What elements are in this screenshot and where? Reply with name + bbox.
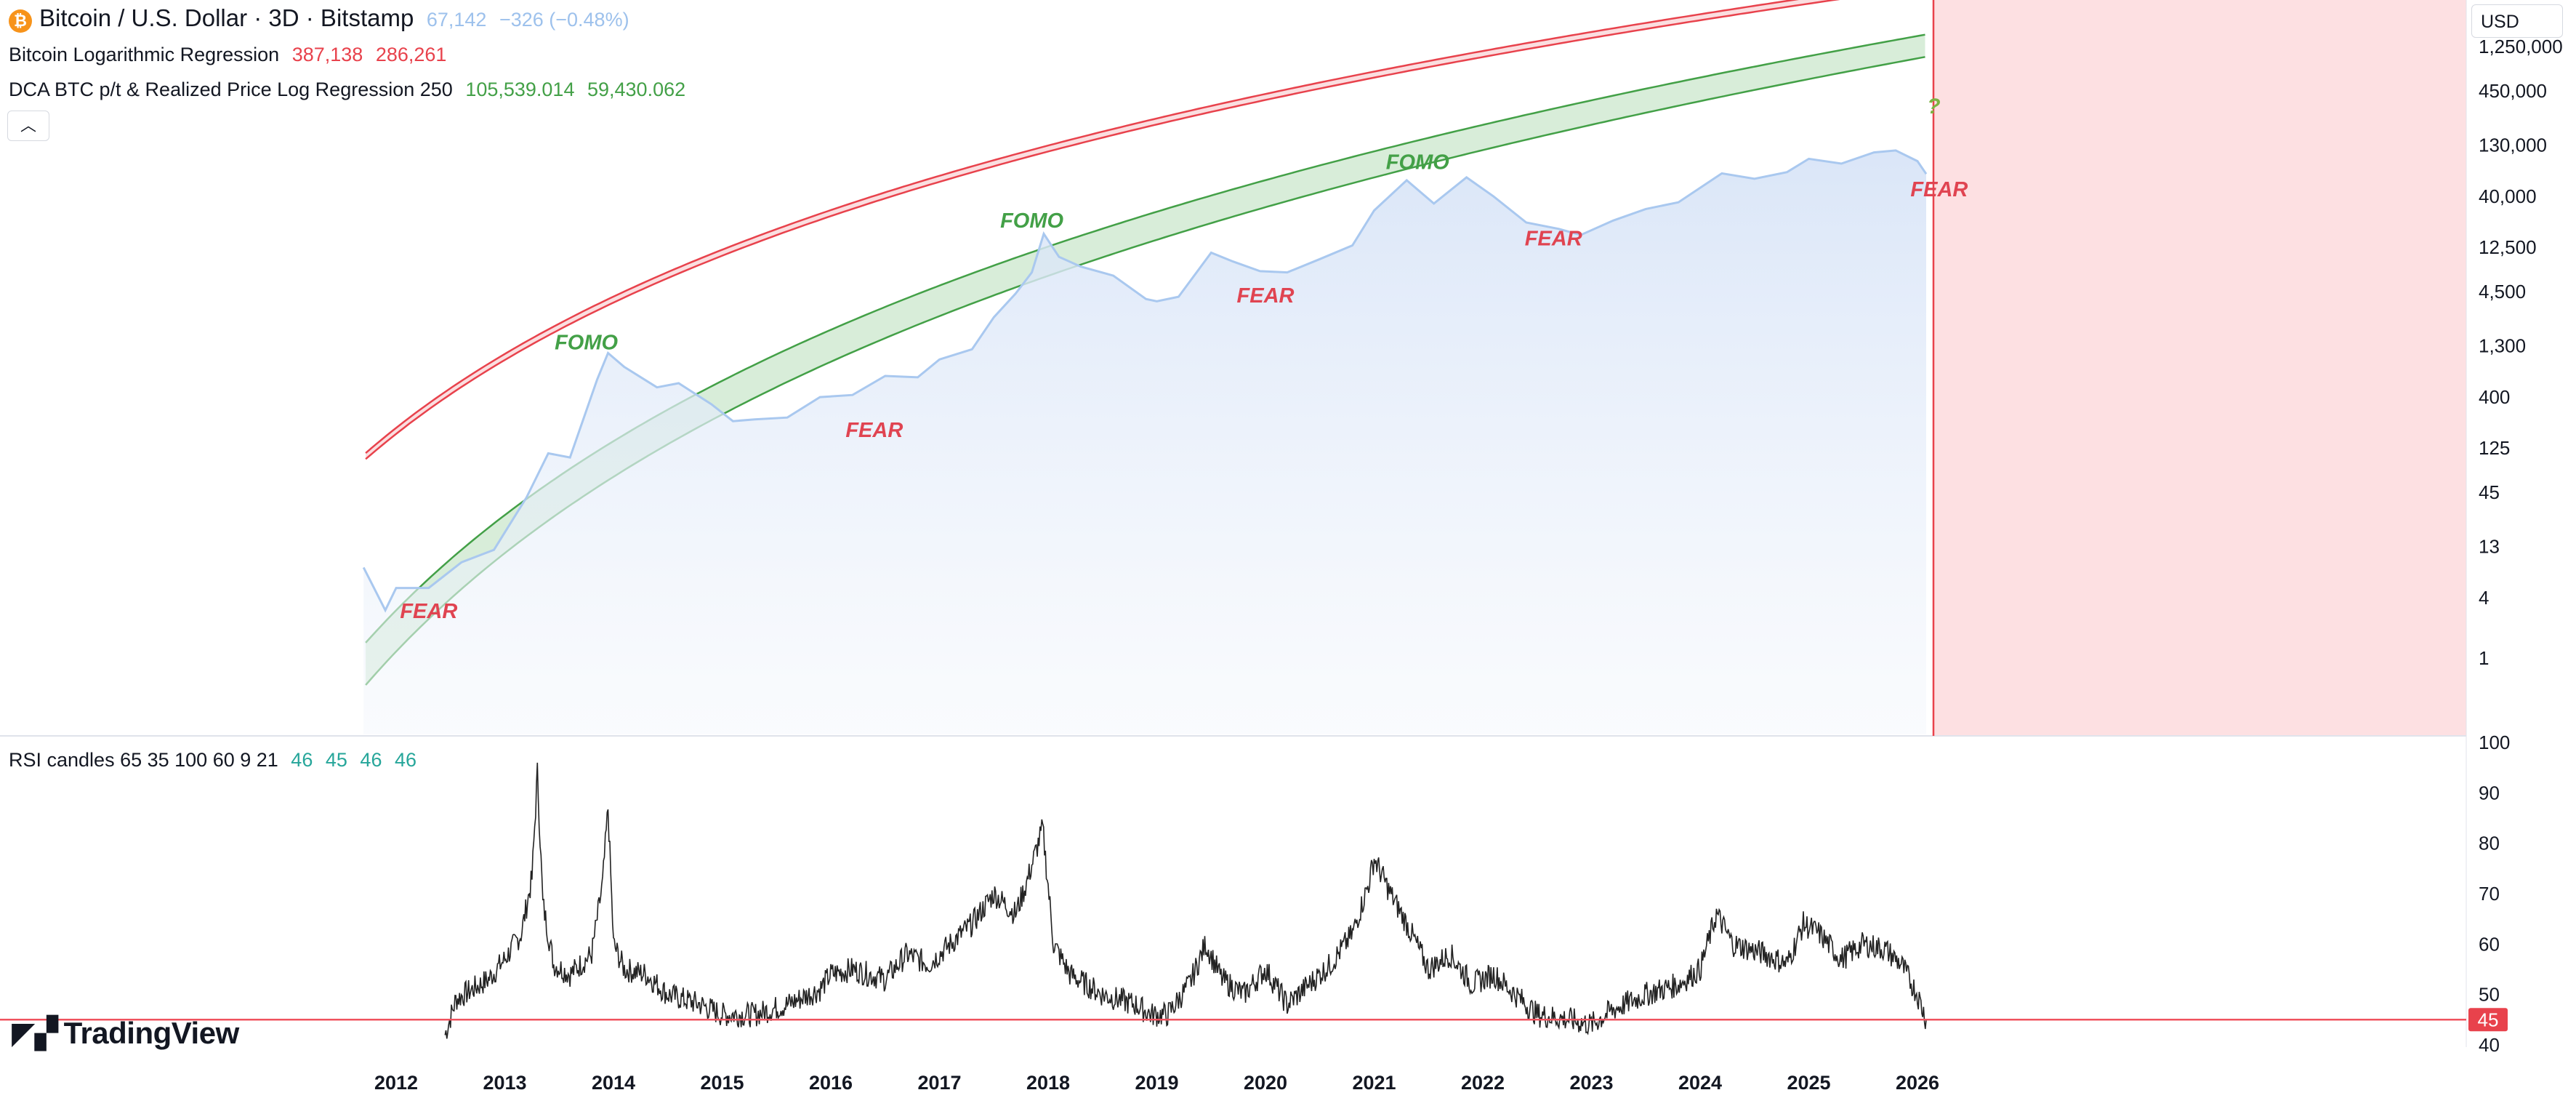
time-axis-tick: 2014 — [592, 1072, 635, 1094]
log-regression-upper-line[interactable] — [365, 0, 1925, 454]
price-axis-tick: 12,500 — [2479, 236, 2537, 258]
price-axis-tick: 125 — [2479, 437, 2510, 459]
bitcoin-icon: ₿ — [9, 9, 32, 33]
time-axis-tick: 2017 — [917, 1072, 961, 1094]
legend-main: ₿ Bitcoin / U.S. Dollar · 3D · Bitstamp 6… — [9, 4, 637, 33]
rsi-last-value-badge — [2468, 1008, 2508, 1032]
rsi-value: 46 — [291, 749, 313, 771]
time-axis-tick: 2015 — [700, 1072, 744, 1094]
time-axis-tick: 2018 — [1026, 1072, 1070, 1094]
indicator-value: 105,539.014 — [465, 79, 575, 100]
rsi-axis-tick: 50 — [2479, 984, 2500, 1006]
rsi-axis-tick: 70 — [2479, 883, 2500, 905]
currency-button[interactable]: USD — [2471, 4, 2563, 38]
price-axis-tick: 130,000 — [2479, 135, 2547, 156]
collapse-legend-button[interactable]: ︿ — [7, 111, 49, 141]
last-price: 67,142 — [426, 9, 487, 31]
time-axis-tick: 2013 — [483, 1072, 526, 1094]
price-axis-tick: 1,250,000 — [2479, 36, 2563, 57]
indicator-value: 59,430.062 — [587, 79, 686, 100]
time-axis-tick: 2019 — [1135, 1072, 1178, 1094]
log-regression-lower-line[interactable] — [365, 0, 1925, 460]
brand-name: TradingView — [63, 1016, 240, 1050]
rsi-axis-tick: 90 — [2479, 782, 2500, 804]
indicator-name: Bitcoin Logarithmic Regression — [9, 44, 280, 65]
price-line[interactable] — [362, 149, 1928, 613]
price-axis-tick: 13 — [2479, 535, 2500, 557]
fomo-label: FOMO — [1386, 151, 1449, 175]
time-axis-tick: 2016 — [809, 1072, 853, 1094]
tradingview-logo[interactable]: ◤▞ TradingView — [12, 1015, 239, 1051]
legend-indicator-dca-regression[interactable]: DCA BTC p/t & Realized Price Log Regress… — [9, 79, 693, 101]
future-zone — [1933, 0, 2466, 736]
fear-label: FEAR — [1910, 178, 1968, 201]
time-axis-tick: 2012 — [374, 1072, 418, 1094]
indicator-value: 387,138 — [291, 44, 363, 65]
price-change: −326 (−0.48%) — [499, 9, 629, 31]
price-axis-tick: 4 — [2479, 587, 2489, 609]
time-axis-tick: 2024 — [1678, 1072, 1722, 1094]
price-axis-tick: 1,300 — [2479, 335, 2526, 357]
time-axis-tick: 2025 — [1787, 1072, 1830, 1094]
rsi-axis-tick: 40 — [2479, 1034, 2500, 1056]
price-axis-tick: 4,500 — [2479, 281, 2526, 302]
rsi-name: RSI candles 65 35 100 60 9 21 — [9, 749, 278, 771]
fomo-label: FOMO — [1000, 209, 1063, 233]
legend-rsi[interactable]: RSI candles 65 35 100 60 9 21 46 45 46 4… — [9, 749, 424, 772]
price-area-fill — [363, 150, 1927, 734]
fear-label: FEAR — [845, 419, 903, 442]
fear-label: FEAR — [1237, 284, 1295, 308]
indicator-value: 286,261 — [375, 44, 447, 65]
rsi-value: 45 — [325, 749, 347, 771]
legend-indicator-log-regression[interactable]: Bitcoin Logarithmic Regression 387,138 2… — [9, 44, 454, 66]
rsi-value: 46 — [394, 749, 417, 771]
price-axis-tick: 1 — [2479, 647, 2489, 669]
rsi-last-value: 45 — [2478, 1009, 2499, 1030]
fomo-label: FOMO — [555, 331, 618, 354]
time-axis-tick: 2023 — [1569, 1072, 1613, 1094]
fear-label: FEAR — [1525, 228, 1582, 251]
rsi-axis-tick: 80 — [2479, 833, 2500, 854]
price-axis-tick: 450,000 — [2479, 80, 2547, 102]
price-axis-tick: 45 — [2479, 481, 2500, 503]
rsi-axis-tick: 60 — [2479, 933, 2500, 955]
time-axis-tick: 2021 — [1352, 1072, 1396, 1094]
rsi-axis-tick: 100 — [2479, 732, 2510, 753]
question-label: ? — [1927, 95, 1940, 119]
rsi-line[interactable] — [444, 762, 1927, 1039]
price-axis-tick: 40,000 — [2479, 185, 2537, 207]
rsi-value: 46 — [360, 749, 382, 771]
fear-label: FEAR — [400, 600, 457, 623]
indicator-name: DCA BTC p/t & Realized Price Log Regress… — [9, 79, 453, 100]
symbol-title[interactable]: Bitcoin / U.S. Dollar · 3D · Bitstamp — [39, 4, 414, 31]
time-axis-tick: 2022 — [1461, 1072, 1505, 1094]
chevron-up-icon: ︿ — [20, 116, 36, 135]
time-axis-tick: 2026 — [1896, 1072, 1939, 1094]
tradingview-icon: ◤▞ — [12, 1015, 58, 1051]
time-axis-tick: 2020 — [1244, 1072, 1287, 1094]
price-axis-tick: 400 — [2479, 386, 2510, 408]
